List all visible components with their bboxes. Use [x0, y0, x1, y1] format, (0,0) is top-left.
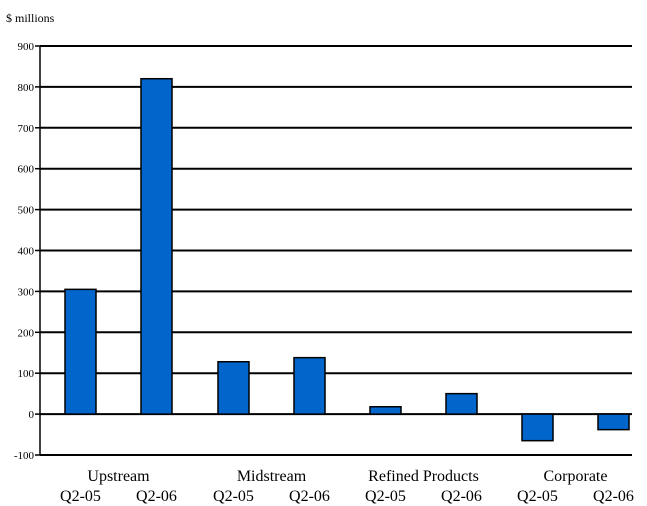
y-axis-label: $ millions [6, 11, 55, 25]
period-label: Q2-05 [365, 488, 406, 505]
bar-refined-products-q2-05 [369, 405, 402, 415]
y-tick-label: 200 [18, 327, 35, 339]
bar-refined-products-q2-06 [445, 392, 478, 415]
y-tick-label: 800 [18, 82, 35, 94]
category-label: Refined Products [368, 468, 479, 485]
y-tick-label: 100 [18, 368, 35, 380]
y-tick-label: 900 [18, 41, 35, 53]
period-label: Q2-06 [593, 488, 634, 505]
y-tick-label: 700 [18, 123, 35, 135]
gridlines [35, 45, 632, 456]
bars [64, 77, 630, 442]
bar-corporate-q2-06 [597, 413, 630, 431]
category-label: Midstream [237, 468, 307, 485]
bar-upstream-q2-06 [140, 77, 173, 415]
y-tick-label: 400 [18, 246, 35, 258]
period-label: Q2-06 [136, 488, 177, 505]
category-label: Corporate [544, 468, 608, 485]
period-label: Q2-05 [60, 488, 101, 505]
y-tick-label: -100 [14, 450, 35, 462]
y-tick-label: 0 [29, 409, 35, 421]
bar-upstream-q2-05 [64, 288, 97, 415]
y-tick-label: 500 [18, 205, 35, 217]
bar-corporate-q2-05 [521, 413, 554, 442]
period-label: Q2-06 [441, 488, 482, 505]
y-tick-labels: -100 0 100 200 300 400 500 600 700 800 900 [14, 41, 35, 462]
category-label: Upstream [87, 468, 150, 485]
period-label: Q2-05 [213, 488, 254, 505]
period-label: Q2-05 [517, 488, 558, 505]
y-tick-label: 600 [18, 164, 35, 176]
y-tick-label: 300 [18, 286, 35, 298]
bar-midstream-q2-05 [217, 360, 250, 415]
x-labels: Q2-05 Q2-06 Upstream Q2-05 Q2-06 Midstream Q2-… [60, 468, 634, 505]
period-label: Q2-06 [289, 488, 330, 505]
bar-midstream-q2-06 [293, 356, 326, 415]
